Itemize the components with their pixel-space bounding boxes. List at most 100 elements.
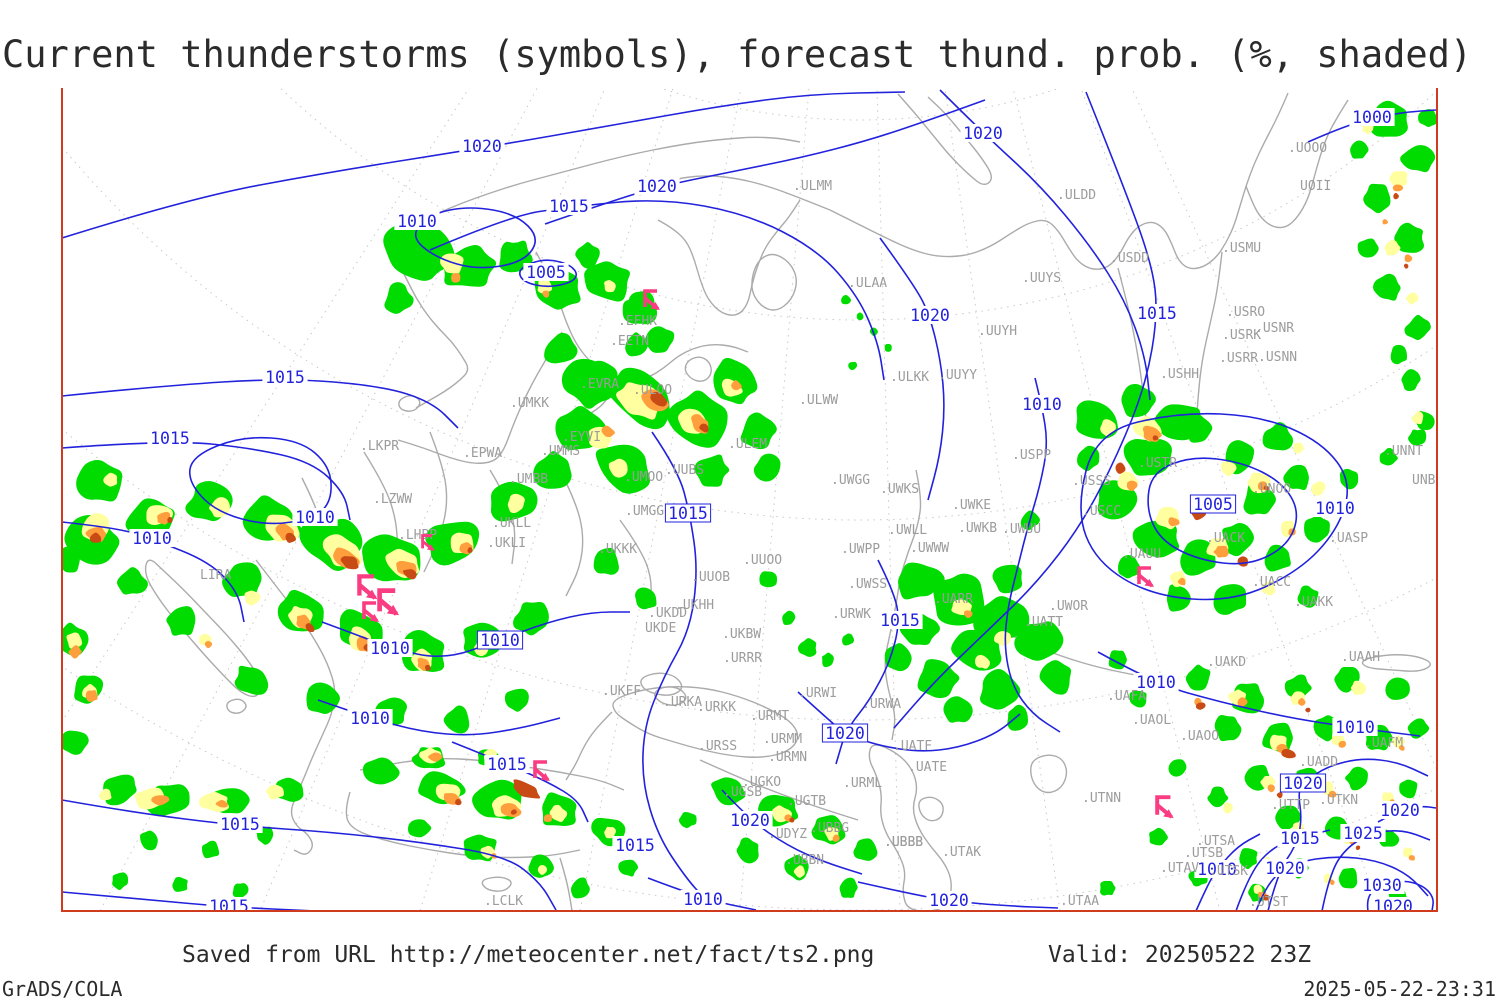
station-label: .UMBB xyxy=(509,472,548,487)
prob-blob xyxy=(793,865,805,878)
station-label: .URWI xyxy=(798,686,837,701)
isobar-label: 1015 xyxy=(1137,304,1177,323)
isobar-line xyxy=(62,521,245,623)
prob-blob xyxy=(1411,411,1424,425)
graticule-meridian xyxy=(419,88,674,911)
station-label: .UKFF xyxy=(602,684,641,699)
station-label: .UATE xyxy=(908,760,947,775)
prob-blob xyxy=(306,682,340,715)
isobar-label: 1010 xyxy=(1315,499,1355,518)
isobar-line xyxy=(62,379,459,429)
prob-blob xyxy=(201,840,220,859)
prob-blob xyxy=(1237,697,1248,707)
isobar-label-box xyxy=(1332,718,1378,736)
prob-blob xyxy=(1400,145,1436,173)
station-label: .ULDD xyxy=(1057,188,1096,203)
isobar-label: 1015 xyxy=(209,897,249,916)
prob-blob xyxy=(1183,413,1213,443)
thunderstorm-symbol xyxy=(643,289,660,311)
isobar-label-box xyxy=(217,815,263,833)
isobar-label: 1025 xyxy=(1343,824,1383,843)
isobar-label: 1005 xyxy=(1193,495,1233,514)
map-frame xyxy=(61,88,1438,912)
isobar-label-box xyxy=(476,630,524,650)
isobar-line xyxy=(939,89,1151,401)
isobar-line xyxy=(62,891,317,911)
prob-blob xyxy=(797,638,817,657)
prob-blob xyxy=(1329,879,1335,886)
station-label: .UWOR xyxy=(1049,599,1088,614)
coastline xyxy=(829,92,1289,270)
prob-blob xyxy=(116,567,148,595)
isobar-label-box xyxy=(680,890,726,908)
isobar-label-box xyxy=(907,306,953,324)
prob-blob xyxy=(1223,802,1233,814)
station-label: .URMT xyxy=(750,709,789,724)
prob-blob xyxy=(1123,438,1172,476)
prob-blob xyxy=(1264,544,1291,572)
isobar-label: 1010 xyxy=(295,508,335,527)
graticule-layer xyxy=(62,88,1437,911)
station-label: .USMU xyxy=(1222,241,1261,256)
station-label: .EETN xyxy=(610,334,649,349)
prob-blob xyxy=(76,460,123,502)
prob-blob xyxy=(455,798,462,806)
isobar-label: 1000 xyxy=(1352,108,1392,127)
isobar-label-box xyxy=(1262,859,1308,877)
prob-blob xyxy=(510,809,517,815)
station-label: .UKLL xyxy=(492,516,531,531)
isobar-label: 1010 xyxy=(397,212,437,231)
prob-blob xyxy=(425,664,431,671)
station-label: .UWUU xyxy=(1002,522,1041,537)
isobar-label-box xyxy=(877,611,923,629)
coastline xyxy=(387,237,469,409)
coastline xyxy=(684,356,712,382)
station-label: .ULOO xyxy=(633,383,672,398)
saved-from-url-text: Saved from URL http://meteocenter.net/fa… xyxy=(182,942,875,968)
prob-blob xyxy=(62,730,89,755)
isobar-line xyxy=(188,436,332,525)
station-label: .UMKK xyxy=(510,396,549,411)
prob-blob xyxy=(1379,447,1398,466)
coastline xyxy=(559,857,573,911)
station-label: .URKK xyxy=(697,700,736,715)
station-label: .UGKO xyxy=(742,775,781,790)
isobar-label-box xyxy=(1134,304,1180,322)
coastline xyxy=(699,759,859,821)
prob-blob xyxy=(645,326,675,353)
isobar-label: 1010 xyxy=(1136,673,1176,692)
prob-blob xyxy=(1350,680,1367,695)
station-label: .UAUU xyxy=(1122,547,1161,562)
prob-blob xyxy=(513,601,549,636)
station-label: .UMMS xyxy=(541,444,580,459)
graticule-parallel xyxy=(62,665,1437,911)
isobar-label-box xyxy=(347,709,393,727)
isobar-label: 1015 xyxy=(220,815,260,834)
isobar-line xyxy=(835,559,899,765)
isobar-label-box xyxy=(459,137,505,155)
coastline xyxy=(884,469,922,741)
isobar-label-box xyxy=(262,368,308,386)
graticule-meridian xyxy=(876,88,901,911)
station-label: .UNNT xyxy=(1384,444,1423,459)
prob-blob xyxy=(1267,784,1275,793)
station-label: .UUYH xyxy=(978,324,1017,339)
isobar-label: 1020 xyxy=(1283,774,1323,793)
station-label: .UAKD xyxy=(1207,655,1246,670)
map-content: 1020 1020 1015 1010 1005 1020 1015 1015 1010 1010… xyxy=(62,88,1437,916)
station-label: .URWA xyxy=(862,697,901,712)
coastline xyxy=(751,253,797,311)
station-label: .URMN xyxy=(768,750,807,765)
isobar-label-box xyxy=(1312,499,1358,517)
station-label: .UACK xyxy=(1206,531,1245,546)
prob-blob xyxy=(1283,464,1309,491)
isobar-label-box xyxy=(147,429,193,447)
prob-blob xyxy=(789,817,795,823)
isobar-label-box xyxy=(546,197,592,215)
prob-blob xyxy=(383,221,456,281)
station-label: .UTST xyxy=(1249,895,1288,910)
isobar-line xyxy=(429,200,885,381)
station-label: .UWLL xyxy=(888,523,927,538)
prob-blob xyxy=(402,569,417,580)
